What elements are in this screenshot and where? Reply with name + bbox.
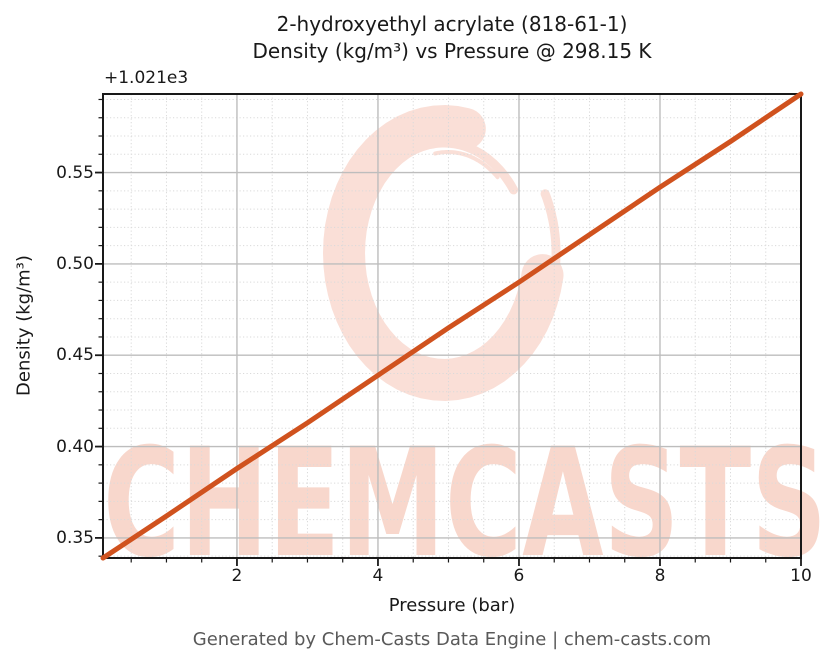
watermark-swoosh2-icon <box>433 150 500 180</box>
y-tick-label: 0.40 <box>56 436 94 457</box>
watermark-crescent-icon <box>530 189 561 338</box>
watermark-text: CHEMCASTS <box>103 417 827 591</box>
chart-title-line2: Density (kg/m³) vs Pressure @ 298.15 K <box>252 39 652 63</box>
chart-title-line1: 2-hydroxyethyl acrylate (818-61-1) <box>276 12 628 36</box>
x-tick-label: 2 <box>231 566 243 586</box>
y-axis-label: Density (kg/m³) <box>13 255 35 396</box>
watermark-ring <box>322 104 564 402</box>
x-tick-label: 6 <box>513 566 525 586</box>
axes-spines <box>102 93 802 559</box>
watermark: CHEMCASTS <box>103 104 827 591</box>
y-tick-label: 0.35 <box>56 527 94 548</box>
y-tick-label: 0.55 <box>56 162 94 183</box>
watermark-swoosh-icon <box>407 138 519 195</box>
y-tick-label: 0.45 <box>56 345 94 366</box>
y-axis-offset-label: +1.021e3 <box>104 68 189 88</box>
footer-credit: Generated by Chem-Casts Data Engine | ch… <box>192 629 712 650</box>
y-tick-label: 0.50 <box>56 253 94 274</box>
density-line <box>100 91 804 561</box>
x-tick-label: 8 <box>654 566 666 586</box>
x-tick-label: 4 <box>372 566 384 586</box>
x-axis-label: Pressure (bar) <box>388 595 516 616</box>
x-tick-label: 10 <box>790 566 812 586</box>
